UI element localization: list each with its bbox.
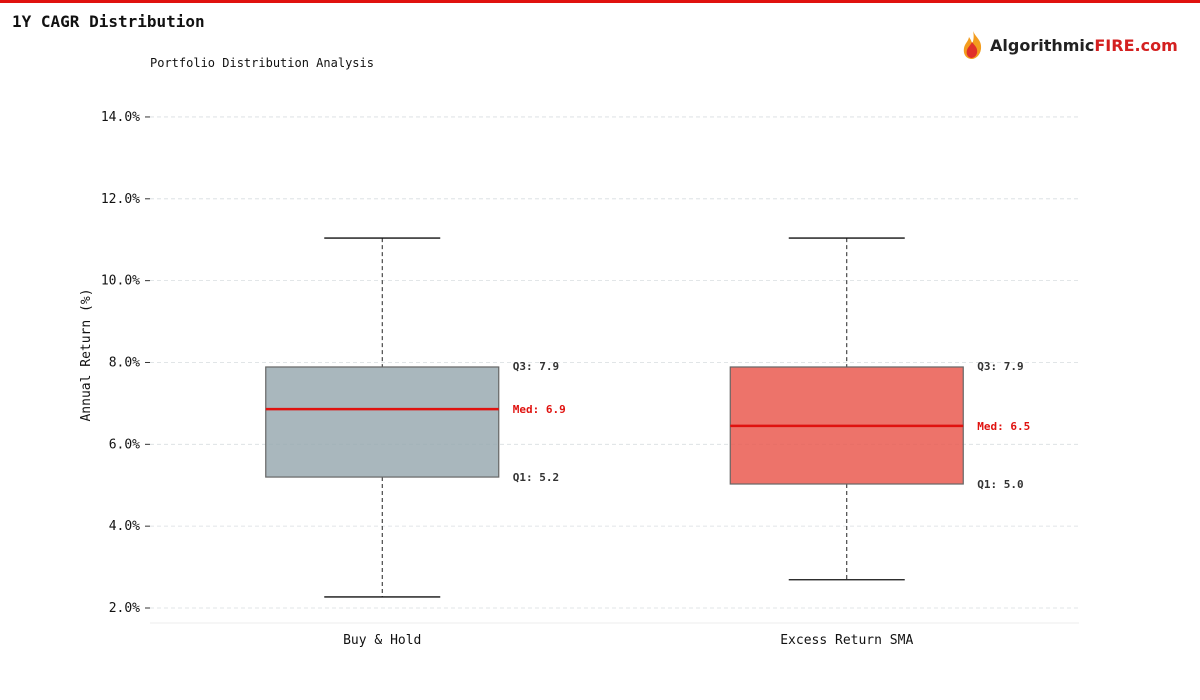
q1-label: Q1: 5.2 [513, 471, 559, 484]
q3-label: Q3: 7.9 [977, 360, 1023, 373]
y-tick-label: 2.0% [109, 601, 140, 616]
box [265, 366, 500, 478]
q1-label: Q1: 5.0 [977, 478, 1023, 491]
median-label: Med: 6.5 [977, 420, 1030, 433]
chart-subtitle: Portfolio Distribution Analysis [150, 56, 374, 70]
y-tick-label: 14.0% [101, 110, 140, 125]
y-tick-label: 8.0% [109, 355, 140, 370]
x-tick-label: Buy & Hold [343, 633, 421, 648]
logo-text-main: Algorithmic [990, 35, 1095, 55]
y-tick-label: 6.0% [109, 437, 140, 452]
flame-icon [963, 31, 982, 59]
y-tick-label: 12.0% [101, 192, 140, 207]
y-axis-label: Annual Return (%) [79, 288, 94, 421]
logo-text-accent: FIRE.com [1094, 35, 1178, 55]
y-tick-label: 4.0% [109, 519, 140, 534]
median-label: Med: 6.9 [513, 403, 566, 416]
q3-label: Q3: 7.9 [513, 360, 559, 373]
page-title: 1Y CAGR Distribution [12, 12, 205, 31]
y-tick-label: 10.0% [101, 274, 140, 289]
top-accent-bar [0, 0, 1200, 3]
x-tick-label: Excess Return SMA [780, 633, 913, 648]
brand-logo[interactable]: Algorithmic FIRE.com [960, 30, 1178, 60]
